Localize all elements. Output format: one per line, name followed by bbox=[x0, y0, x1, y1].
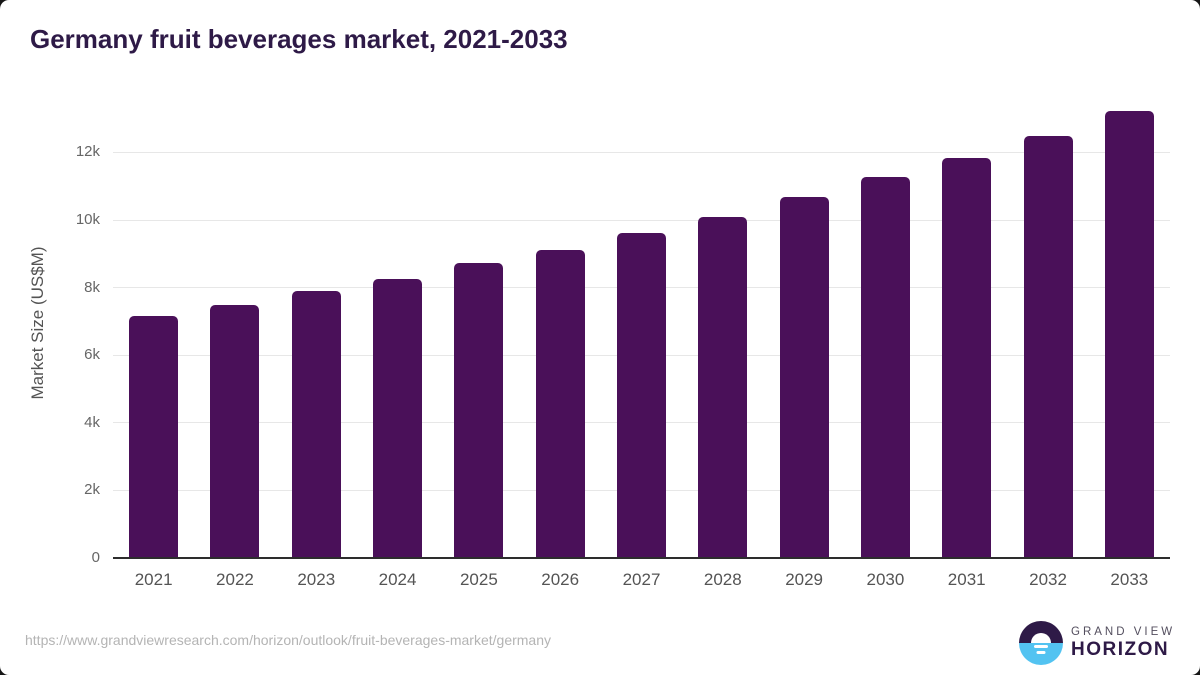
grand-view-horizon-logo: GRAND VIEW HORIZON bbox=[1019, 621, 1175, 665]
x-tick-2021: 2021 bbox=[134, 570, 173, 589]
x-tick-2025: 2025 bbox=[459, 570, 498, 589]
bar-2024[interactable] bbox=[373, 278, 423, 558]
bar-2027[interactable] bbox=[617, 232, 666, 558]
y-tick-4k: 4k bbox=[84, 413, 100, 431]
bar-2028[interactable] bbox=[698, 216, 748, 558]
logo-grand-view-label: GRAND VIEW bbox=[1071, 625, 1176, 638]
gridline-10k bbox=[113, 219, 1170, 221]
y-tick-8k: 8k bbox=[84, 278, 100, 296]
bar-2021[interactable] bbox=[129, 316, 179, 558]
y-tick-0: 0 bbox=[91, 549, 100, 566]
bar-2031[interactable] bbox=[942, 157, 992, 558]
y-tick-2k: 2k bbox=[84, 481, 100, 499]
x-tick-2027: 2027 bbox=[622, 570, 661, 589]
x-tick-2028: 2028 bbox=[703, 570, 742, 589]
x-tick-2024: 2024 bbox=[378, 570, 417, 589]
y-tick-6k: 6k bbox=[84, 346, 100, 364]
sun-reflection-line bbox=[1034, 645, 1048, 648]
bar-2032[interactable] bbox=[1023, 136, 1073, 558]
x-tick-2022: 2022 bbox=[216, 570, 254, 589]
x-tick-2033: 2033 bbox=[1110, 570, 1149, 589]
y-axis-title: Market Size (US$M) bbox=[28, 246, 47, 400]
sun-icon bbox=[1031, 633, 1051, 643]
x-tick-2026: 2026 bbox=[541, 570, 580, 589]
x-tick-2029: 2029 bbox=[785, 570, 824, 589]
bar-2025[interactable] bbox=[454, 263, 504, 558]
bar-2022[interactable] bbox=[210, 304, 260, 558]
bar-2026[interactable] bbox=[535, 250, 585, 558]
sun-reflection-line bbox=[1036, 650, 1046, 654]
x-tick-2031: 2031 bbox=[947, 570, 986, 589]
bar-2033[interactable] bbox=[1104, 110, 1154, 558]
bar-2030[interactable] bbox=[860, 177, 910, 558]
logo-horizon-label: HORIZON bbox=[1071, 638, 1170, 660]
bar-2023[interactable] bbox=[291, 290, 341, 558]
bar-2029[interactable] bbox=[779, 197, 829, 558]
chart-title: Germany fruit beverages market, 2021-203… bbox=[30, 24, 568, 54]
x-tick-2030: 2030 bbox=[866, 570, 905, 589]
y-tick-12k: 12k bbox=[75, 143, 100, 161]
x-axis-line bbox=[113, 557, 1170, 559]
plot-area: 0 2k 4k 6k 8k 10k 12k 2021 2022 2023 2024 2025 2026 2… bbox=[76, 92, 1170, 589]
y-tick-10k: 10k bbox=[75, 211, 100, 228]
source-url: https://www.grandviewresearch.com/horizo… bbox=[25, 632, 552, 648]
gridline-12k bbox=[113, 151, 1170, 153]
x-tick-2032: 2032 bbox=[1029, 570, 1067, 589]
x-tick-2023: 2023 bbox=[297, 570, 336, 589]
horizon-sunrise-icon bbox=[1019, 621, 1063, 665]
logo-text: GRAND VIEW HORIZON bbox=[1071, 626, 1175, 661]
